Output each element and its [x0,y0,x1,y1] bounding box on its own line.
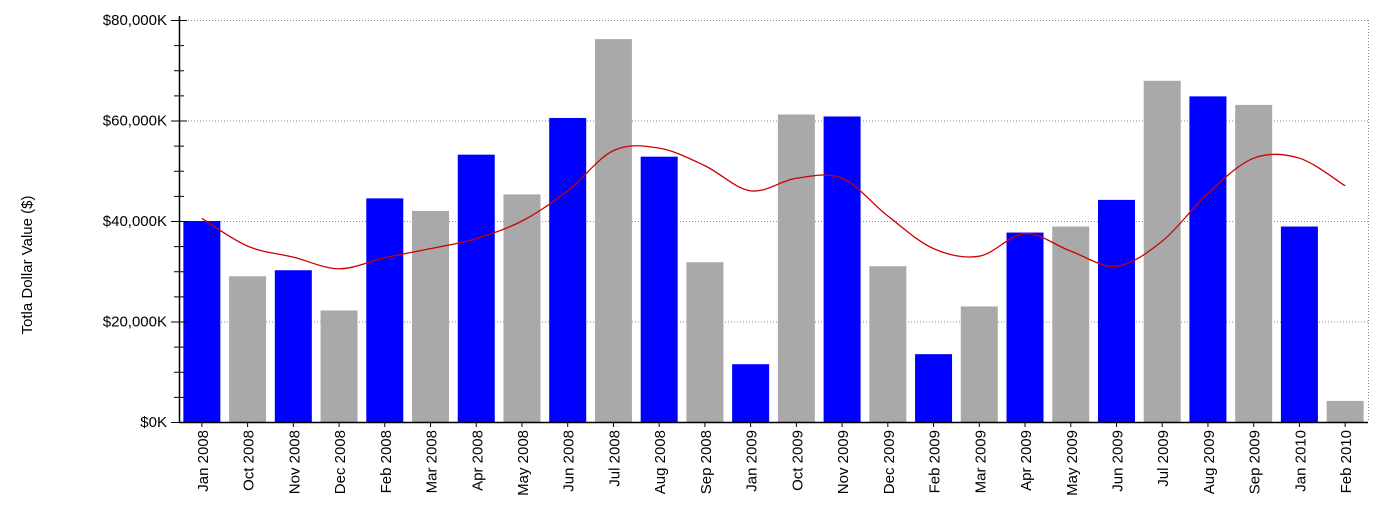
bar [1326,400,1364,422]
bar [869,266,907,422]
x-tick-label: Aug 2008 [652,430,669,494]
bar [229,276,267,422]
y-tick-label: $40,000K [103,213,167,230]
bar [412,210,450,422]
y-tick-label: $20,000K [103,314,167,331]
x-tick-label: Jan 2008 [195,430,212,492]
bar [1143,80,1181,423]
trend-line [201,145,1346,270]
bar [274,270,312,422]
x-tick-label: Nov 2008 [286,430,303,494]
x-tick-label: May 2009 [1064,430,1081,496]
bar [1006,232,1044,422]
y-tick-labels: $0K $20,000K $40,000K $60,000K $80,000K [103,12,167,431]
x-tick-label: Jun 2009 [1109,430,1126,492]
x-tick-label: Jun 2008 [561,430,578,492]
bar [594,39,632,422]
x-tick-label: May 2008 [515,430,532,496]
bar [1097,199,1135,422]
bar [960,306,998,422]
x-tick-label: Feb 2010 [1338,430,1355,493]
bar [686,262,724,422]
bar [1052,226,1090,422]
bar [320,310,358,422]
bar [366,198,404,422]
bar [183,221,221,422]
trend-line-group [201,145,1346,270]
x-tick-label: Jan 2009 [744,430,761,492]
x-tick-label: Mar 2009 [972,430,989,493]
bar [915,354,953,422]
x-tick-label: Mar 2008 [424,430,441,493]
x-tick-label: Jul 2009 [1155,430,1172,487]
bars [183,39,1364,423]
x-tick-label: Jan 2010 [1292,430,1309,492]
x-tick-labels: Jan 2008 Oct 2008 Nov 2008 Dec 2008 Feb 2008… [195,430,1355,496]
x-tick-label: Aug 2009 [1201,430,1218,494]
x-tick-label: Apr 2009 [1018,430,1035,491]
x-tick-label: Jul 2008 [606,430,623,487]
bar [823,116,861,422]
x-tick-label: Apr 2008 [469,430,486,491]
axes [171,16,1368,427]
bar [1189,96,1227,422]
y-tick-label: $60,000K [103,113,167,130]
x-tick-label: Sep 2009 [1247,430,1264,494]
y-tick-label: $0K [140,414,167,431]
bar [503,194,541,422]
x-tick-label: Feb 2009 [927,430,944,493]
bar [777,114,815,422]
x-tick-label: Dec 2009 [881,430,898,494]
x-tick-label: Oct 2009 [789,430,806,491]
x-tick-label: Feb 2008 [378,430,395,493]
y-axis-title: Totla Dollar Value ($) [19,196,36,335]
x-tick-label: Oct 2008 [241,430,258,491]
bar [1280,226,1318,422]
bar [732,364,770,422]
x-tick-label: Nov 2009 [835,430,852,494]
x-tick-label: Dec 2008 [332,430,349,494]
bar [549,117,587,423]
bar [457,154,495,423]
x-tick-label: Sep 2008 [698,430,715,494]
y-tick-label: $80,000K [103,12,167,29]
bar [1235,104,1273,423]
bar [640,156,678,422]
